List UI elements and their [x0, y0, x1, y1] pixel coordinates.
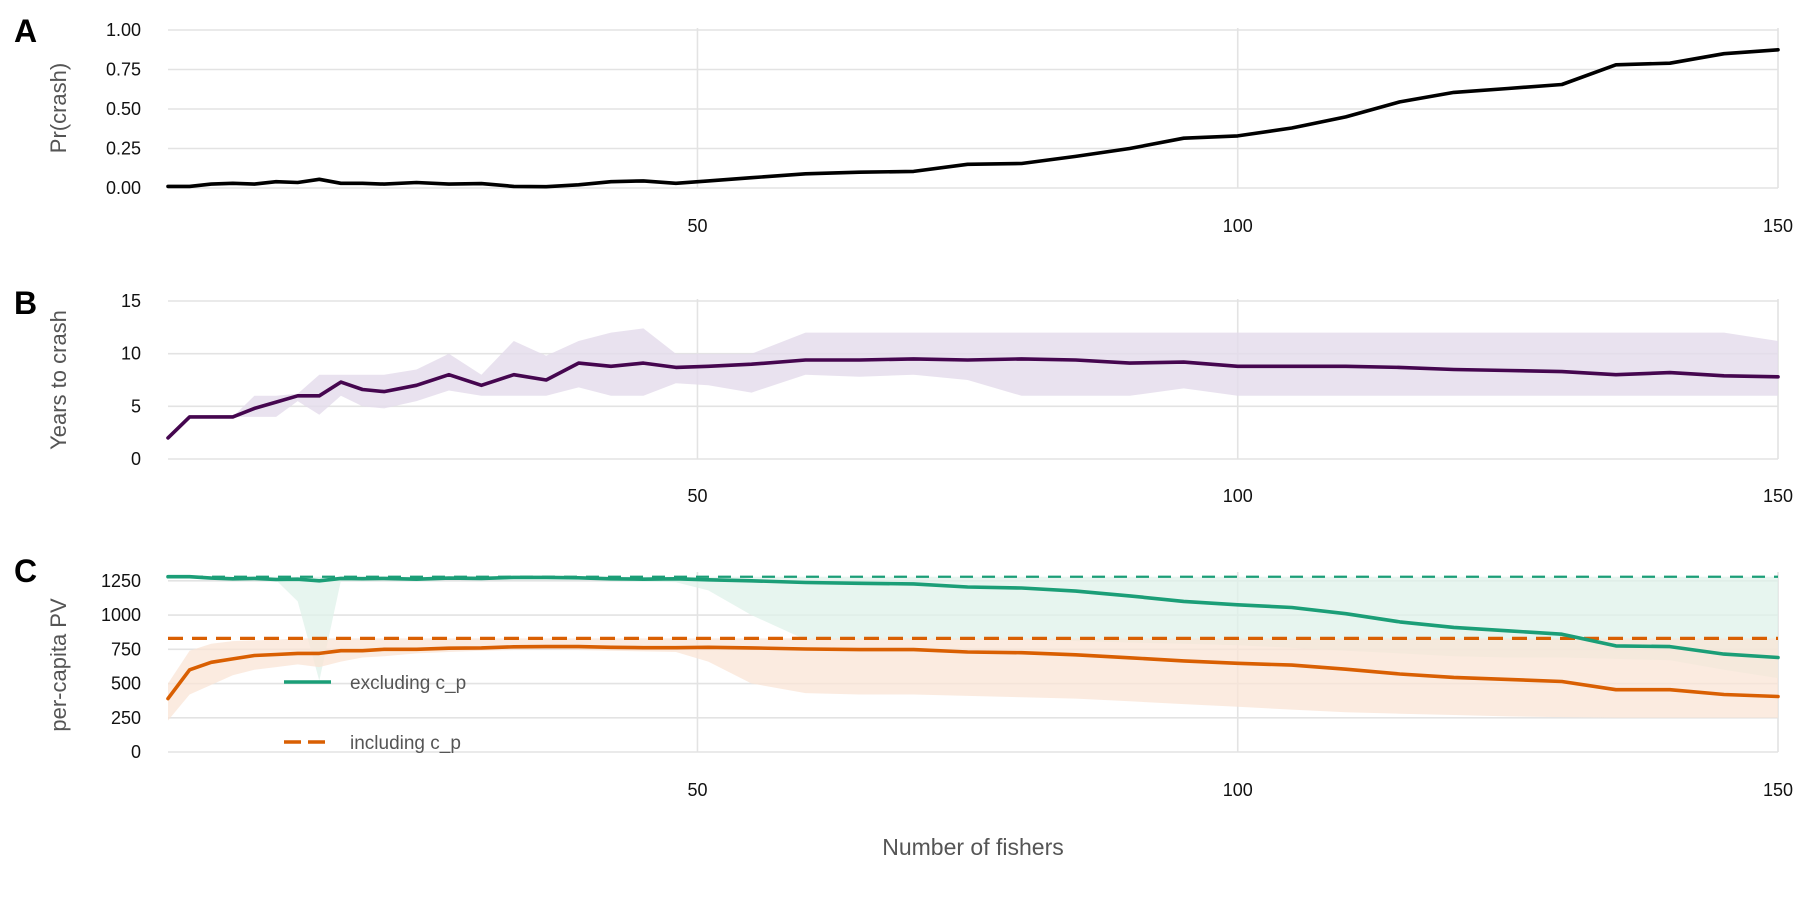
panel-a-xtick-label: 150: [1763, 216, 1793, 236]
panel-a-series-line: [166, 48, 1780, 189]
panel-c-ytick-label: 1000: [101, 605, 141, 625]
panel-b-ytick-label: 0: [131, 449, 141, 469]
panel-a-ytick-label: 0.00: [106, 178, 141, 198]
panel-b-ytick-label: 5: [131, 396, 141, 416]
panel-a-ytick-label: 1.00: [106, 20, 141, 40]
panel-a-ytick-label: 0.50: [106, 99, 141, 119]
panel-a-grid: [168, 28, 1779, 189]
panel-c-ytick-label: 500: [111, 674, 141, 694]
panel-b-ylabel: Years to crash: [46, 310, 71, 450]
panel-a-ytick-label: 0.25: [106, 139, 141, 159]
panel-b-band: [168, 328, 1778, 438]
panel-b: B Years to crash 0 5 10 15 50 100 150: [14, 285, 1793, 506]
panel-b-series-line: [166, 357, 1780, 440]
panel-c: C per-capita PV 0 250 500 750 1000 1250 50 100 1…: [14, 553, 1793, 800]
panel-c-xtick-label: 150: [1763, 780, 1793, 800]
panel-c-ytick-label: 0: [131, 742, 141, 762]
panel-c-band-1: [168, 638, 1778, 721]
panel-c-ytick-label: 250: [111, 708, 141, 728]
panel-b-ytick-label: 10: [121, 344, 141, 364]
panel-letter-b: B: [14, 285, 37, 321]
panel-b-xtick-label: 50: [687, 486, 707, 506]
panel-a-ylabel: Pr(crash): [46, 63, 71, 153]
panel-b-xtick-label: 150: [1763, 486, 1793, 506]
panel-c-legend: excluding c_p including c_p: [284, 673, 466, 754]
legend-label-1: including c_p: [350, 733, 461, 754]
panel-letter-a: A: [14, 13, 37, 49]
panel-letter-c: C: [14, 553, 37, 589]
panel-c-xtick-label: 100: [1223, 780, 1253, 800]
panel-c-ytick-label: 750: [111, 639, 141, 659]
panel-c-ylabel: per-capita PV: [46, 598, 71, 732]
panel-b-ytick-label: 15: [121, 291, 141, 311]
panel-a-xtick-label: 100: [1223, 216, 1253, 236]
panel-c-series-line-1: [166, 644, 1780, 701]
legend-label-0: excluding c_p: [350, 673, 466, 694]
panel-b-xtick-label: 100: [1223, 486, 1253, 506]
panel-c-xtick-label: 50: [687, 780, 707, 800]
panel-a-xtick-label: 50: [687, 216, 707, 236]
panel-c-ytick-label: 1250: [101, 571, 141, 591]
x-axis-label: Number of fishers: [882, 834, 1064, 860]
panel-a-ytick-label: 0.75: [106, 60, 141, 80]
panel-c-series-line-0: [166, 574, 1780, 660]
panel-a: A Pr(crash) 0.00 0.25 0.50 0.75 1.00 50 100 150: [14, 13, 1793, 236]
panel-c-band-0: [168, 576, 1778, 681]
